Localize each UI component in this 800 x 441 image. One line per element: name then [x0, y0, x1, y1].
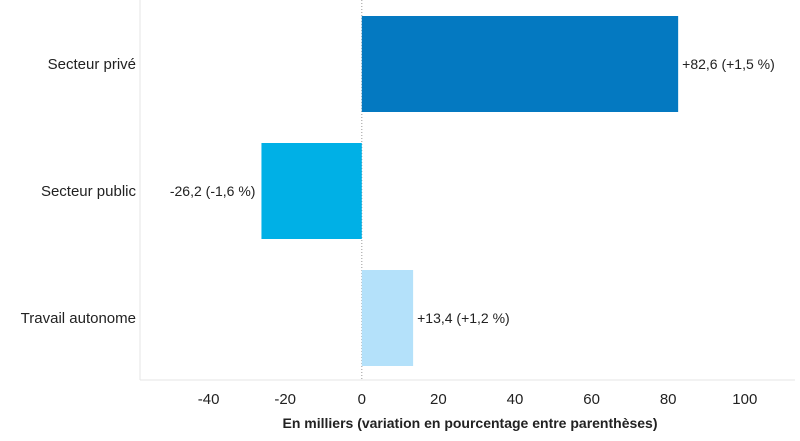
data-labels: +82,6 (+1,5 %) -26,2 (-1,6 %) +13,4 (+1,2 …: [170, 56, 775, 326]
x-tick-label: 80: [660, 391, 677, 408]
x-axis-title: En milliers (variation en pourcentage en…: [283, 415, 658, 431]
x-tick-label: 60: [583, 391, 600, 408]
data-label: -26,2 (-1,6 %): [170, 183, 256, 199]
x-tick-label: 20: [430, 391, 447, 408]
x-tick-label: 0: [358, 391, 366, 408]
plot-frame: [139, 0, 795, 381]
bar: [261, 143, 362, 239]
category-label: Secteur privé: [48, 56, 136, 73]
x-tick-label: 40: [507, 391, 524, 408]
category-labels: Secteur privé Secteur public Travail auton…: [21, 56, 137, 327]
category-label: Travail autonome: [21, 310, 136, 327]
x-tick-label: -20: [274, 391, 296, 408]
x-tick-label: 100: [732, 391, 757, 408]
x-tick-labels: -40 -20 0 20 40 60 80 100: [198, 391, 758, 408]
category-label: Secteur public: [41, 183, 137, 200]
data-label: +13,4 (+1,2 %): [417, 310, 510, 326]
bars: [261, 16, 679, 366]
x-tick-label: -40: [198, 391, 220, 408]
data-label: +82,6 (+1,5 %): [682, 56, 775, 72]
bar: [361, 270, 414, 366]
bar: [361, 16, 679, 112]
